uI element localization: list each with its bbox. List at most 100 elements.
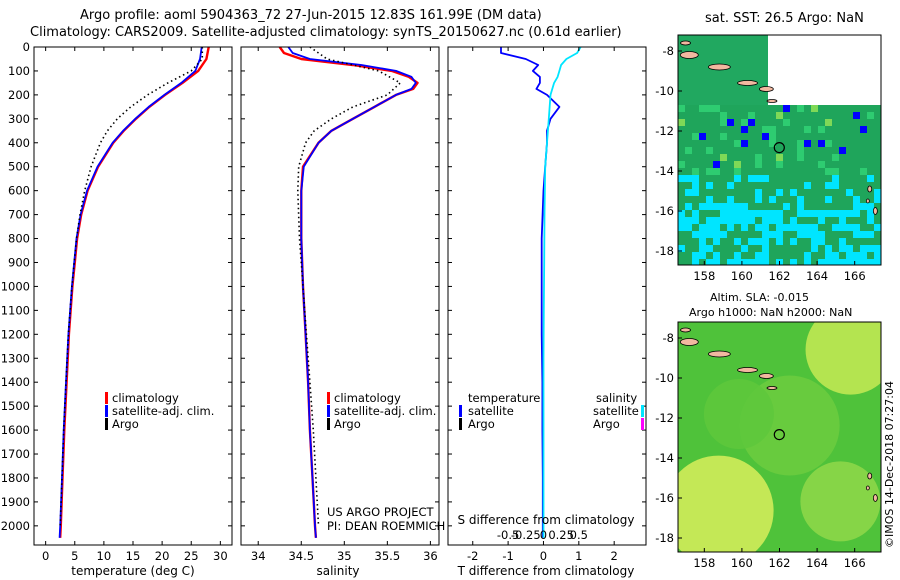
sst-cell — [818, 259, 825, 265]
legend-climatology-swatch — [327, 392, 330, 404]
sst-cell — [846, 245, 853, 252]
sst-cell — [685, 175, 692, 182]
sst-cell — [853, 252, 860, 259]
difference-top-tick-label: 0.5 — [570, 528, 588, 542]
sst-cell — [769, 140, 776, 147]
temperature-xtick-label: 30 — [213, 549, 228, 563]
sst-cell — [832, 168, 839, 175]
temperature-xtick-label: 20 — [155, 549, 170, 563]
sst-cell — [713, 203, 720, 210]
difference-series — [500, 47, 582, 538]
legend-climatology-label: climatology — [334, 391, 401, 405]
sst-cell — [825, 210, 832, 217]
sla-anomaly-blob — [703, 379, 774, 449]
sst-cell — [783, 224, 790, 231]
temperature-xtick-label: 0 — [42, 549, 49, 563]
temperature-series-1 — [58, 47, 203, 538]
sst-cell — [713, 168, 720, 175]
sst-cell — [734, 203, 741, 210]
depth-tick-label: 400 — [8, 136, 30, 150]
sst-cell — [678, 224, 685, 231]
sst-map-title: sat. SST: 26.5 Argo: NaN — [705, 11, 864, 26]
sst-cell — [734, 175, 741, 182]
island-shape — [872, 494, 878, 502]
credit-project: US ARGO PROJECT — [327, 505, 435, 519]
sst-cell — [867, 231, 874, 238]
sst-cell — [804, 210, 811, 217]
sla-lat-tick-label: -18 — [655, 531, 674, 545]
sst-cell — [860, 168, 867, 175]
sst-cell — [727, 210, 734, 217]
sst-cell — [748, 119, 755, 126]
sst-cell — [867, 259, 874, 265]
sla-map: 158 160 162 164 166 -8 -10 -12 -14 -16 -18 — [655, 321, 882, 570]
sst-cell — [748, 259, 755, 265]
sst-cell — [706, 245, 713, 252]
sst-cell — [825, 140, 832, 147]
sst-cell — [706, 105, 713, 112]
sst-cell — [706, 196, 713, 203]
sst-cell — [839, 238, 846, 245]
sst-cell — [860, 126, 867, 133]
difference-xlabel: T difference from climatology — [457, 564, 635, 578]
sst-cell — [832, 175, 839, 182]
legend-argo-swatch — [327, 418, 330, 430]
sst-cell — [783, 119, 790, 126]
depth-tick-label: 1300 — [1, 351, 30, 365]
salinity-legend: climatology satellite-adj. clim. Argo — [327, 391, 436, 431]
sst-cell — [811, 245, 818, 252]
sst-cell — [755, 238, 762, 245]
sst-cell — [839, 245, 846, 252]
sst-cell — [706, 217, 713, 224]
sst-cell — [678, 175, 685, 182]
difference-xtick-label: 1 — [575, 549, 582, 563]
sst-cell — [727, 259, 734, 265]
sst-cell — [699, 245, 706, 252]
sst-cell — [713, 161, 720, 168]
sla-lat-tick-label: -12 — [655, 411, 674, 425]
island-shape — [737, 80, 758, 86]
sst-cell — [720, 112, 727, 119]
sst-cell — [818, 217, 825, 224]
salinity-panel: 34 34.5 35 35.5 36 — [240, 46, 440, 563]
sst-cell — [797, 231, 804, 238]
float-position-marker — [773, 142, 785, 154]
sst-cell — [741, 224, 748, 231]
sst-cell — [741, 140, 748, 147]
sst-cell — [748, 210, 755, 217]
salinity-xlabel: salinity — [316, 564, 359, 578]
difference-frame — [447, 46, 647, 546]
legend-diff-t-satellite-label: satellite — [468, 404, 514, 418]
sst-cell — [769, 196, 776, 203]
sst-cell — [741, 217, 748, 224]
island-shape — [867, 185, 873, 193]
depth-tick-label: 1700 — [1, 447, 30, 461]
sst-cell — [762, 133, 769, 140]
sst-cell — [783, 203, 790, 210]
sst-cell — [706, 224, 713, 231]
salinity-xtick-label: 35.5 — [375, 549, 401, 563]
sst-cell — [678, 210, 685, 217]
island-shape — [707, 63, 731, 71]
sst-cell — [818, 231, 825, 238]
sst-cell — [699, 224, 706, 231]
island-shape — [865, 198, 870, 204]
sla-lat-tick-label: -16 — [655, 491, 674, 505]
sst-cell — [692, 259, 699, 265]
depth-tick-label: 600 — [8, 184, 30, 198]
sst-cell — [832, 259, 839, 265]
sst-cell — [741, 245, 748, 252]
sst-lon-tick-label: 160 — [731, 269, 753, 283]
depth-tick-label: 1900 — [1, 495, 30, 509]
sst-cell — [755, 210, 762, 217]
temperature-series — [58, 47, 210, 538]
sst-cell — [846, 259, 853, 265]
sst-cell — [734, 168, 741, 175]
salinity-series — [278, 47, 419, 538]
sst-cell — [825, 259, 832, 265]
island-shape — [758, 86, 774, 92]
sst-cell — [734, 259, 741, 265]
difference-xtick-label: -2 — [467, 549, 478, 563]
sst-cell — [804, 259, 811, 265]
depth-tick-label: 1200 — [1, 327, 30, 341]
